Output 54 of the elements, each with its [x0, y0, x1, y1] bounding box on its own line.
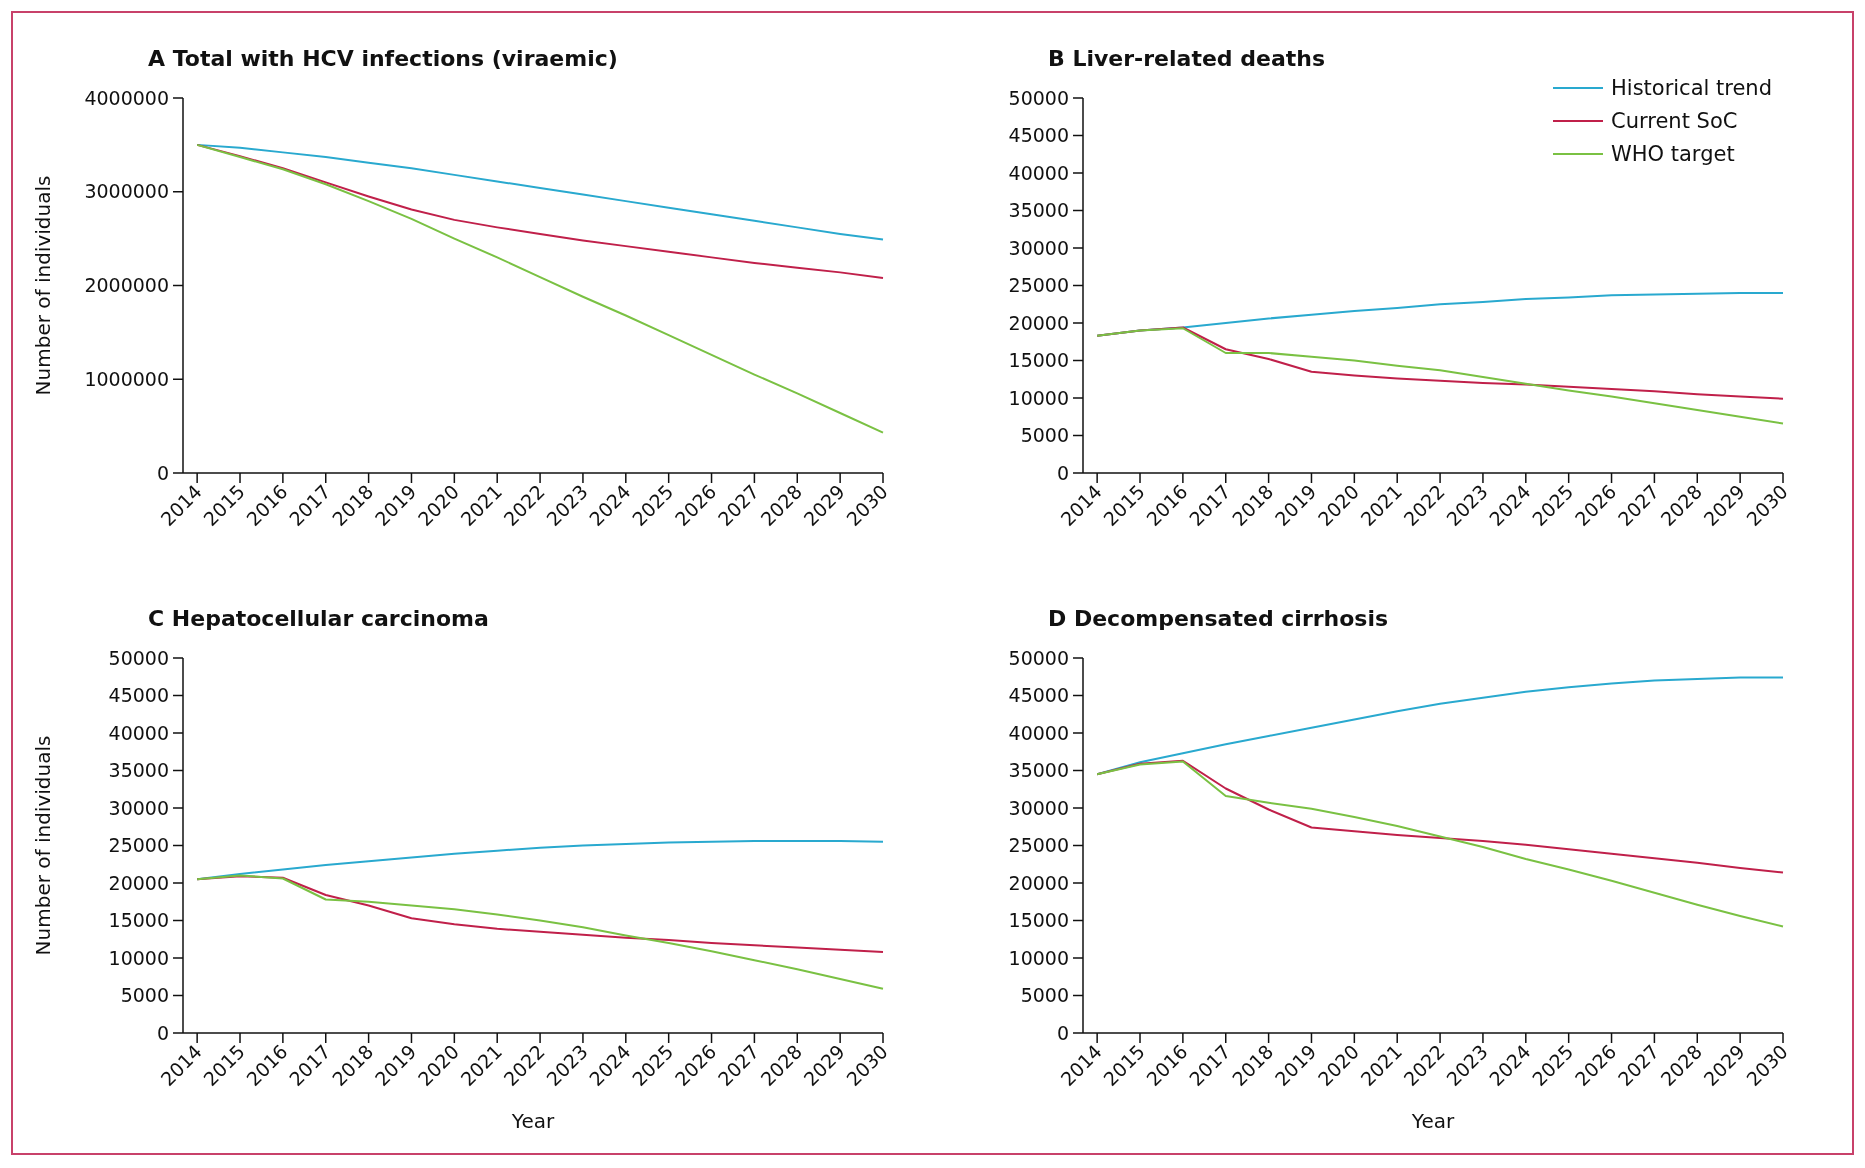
y-tick-label: 15000: [1008, 909, 1069, 932]
y-tick-label: 20000: [1008, 871, 1069, 894]
y-tick-label: 4000000: [84, 86, 169, 109]
y-tick-label: 35000: [1008, 759, 1069, 782]
legend-label: WHO target: [1611, 142, 1735, 167]
y-tick-label: 40000: [1008, 721, 1069, 744]
y-tick-label: 15000: [1008, 349, 1069, 372]
y-tick-label: 40000: [108, 721, 169, 744]
y-axis-title: Number of individuals: [31, 735, 55, 956]
y-tick-label: 45000: [1008, 124, 1069, 147]
line-series: [196, 143, 884, 279]
y-tick-label: 10000: [1008, 946, 1069, 969]
y-tick-label: 5000: [1020, 984, 1069, 1007]
chart-title: A Total with HCV infections (viraemic): [148, 46, 618, 71]
y-tick-label: 35000: [1008, 199, 1069, 222]
y-tick-label: 0: [1056, 1021, 1069, 1044]
y-tick-label: 30000: [108, 796, 169, 819]
y-tick-label: 25000: [108, 834, 169, 857]
y-tick-label: 30000: [1008, 796, 1069, 819]
y-tick-label: 40000: [1008, 161, 1069, 184]
line-series: [1096, 760, 1784, 928]
y-tick-label: 50000: [1008, 86, 1069, 109]
y-tick-label: 35000: [108, 759, 169, 782]
y-tick-label: 0: [156, 1021, 169, 1044]
legend-label: Current SoC: [1611, 109, 1738, 134]
y-tick-label: 25000: [1008, 274, 1069, 297]
y-tick-label: 45000: [108, 684, 169, 707]
y-tick-label: 0: [156, 461, 169, 484]
y-tick-label: 2000000: [84, 274, 169, 297]
line-series: [196, 143, 884, 434]
x-axis-title: Year: [1410, 1109, 1455, 1133]
y-tick-label: 10000: [1008, 386, 1069, 409]
x-axis-title: Year: [510, 1109, 555, 1133]
y-tick-label: 10000: [108, 946, 169, 969]
y-tick-label: 1000000: [84, 367, 169, 390]
y-tick-label: 5000: [120, 984, 169, 1007]
y-tick-label: 3000000: [84, 180, 169, 203]
line-series: [196, 874, 884, 990]
y-tick-label: 45000: [1008, 684, 1069, 707]
y-tick-label: 15000: [108, 909, 169, 932]
y-axis-title: Number of individuals: [31, 175, 55, 396]
line-series: [1096, 327, 1784, 425]
y-tick-label: 30000: [1008, 236, 1069, 259]
legend-label: Historical trend: [1611, 76, 1773, 101]
y-tick-label: 5000: [1020, 424, 1069, 447]
chart-title: D Decompensated cirrhosis: [1048, 606, 1389, 631]
chart-title: C Hepatocellular carcinoma: [148, 606, 489, 631]
y-tick-label: 50000: [108, 646, 169, 669]
chart-title: B Liver-related deaths: [1048, 46, 1326, 71]
y-tick-label: 20000: [108, 871, 169, 894]
y-tick-label: 25000: [1008, 834, 1069, 857]
y-tick-label: 20000: [1008, 311, 1069, 334]
y-tick-label: 50000: [1008, 646, 1069, 669]
y-tick-label: 0: [1056, 461, 1069, 484]
